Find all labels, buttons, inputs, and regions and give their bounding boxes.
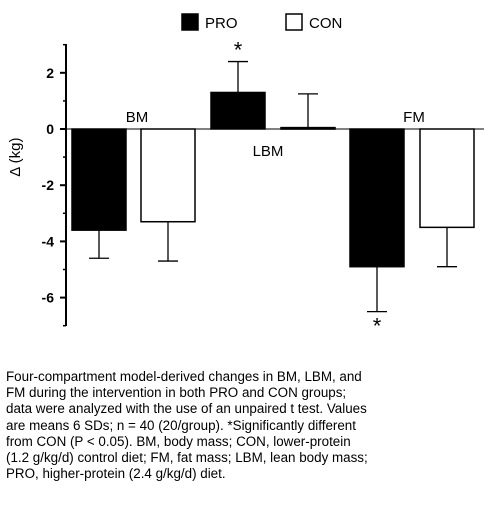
group-label-lbm: LBM [253,143,284,160]
bar-con-fm [419,128,475,229]
bar-pro-lbm [210,91,266,130]
caption-line: (1.2 g/kg/d) control diet; FM, fat mass;… [6,450,368,466]
group-label-bm: BM [126,109,149,126]
caption-line: PRO, higher-protein (2.4 g/kg/d) diet. [6,466,226,482]
caption-line: Four-compartment model-derived changes i… [6,369,362,384]
group-label-fm: FM [403,109,425,126]
y-tick-label: -6 [42,290,55,306]
legend-label-pro: PRO [205,15,238,32]
significance-marker: * [234,38,243,63]
legend-swatch-pro [181,13,199,31]
bar-con-lbm [280,126,336,130]
y-tick-label: -2 [42,177,55,193]
legend: PRO CON [181,13,342,32]
y-tick-label: 0 [46,121,54,137]
caption-line: FM during the intervention in both PRO a… [6,385,347,401]
bar-pro-bm [71,128,127,231]
y-tick-label: 2 [46,65,54,81]
bar-pro-fm [349,128,405,268]
figure-caption: Four-compartment model-derived changes i… [6,369,488,482]
y-axis: 2 0 -2 -4 -6 Δ (kg) [7,43,484,327]
caption-line: from CON (P < 0.05). BM, body mass; CON,… [6,433,351,449]
y-axis-label: Δ (kg) [7,137,24,176]
caption-line: data were analyzed with the use of an un… [6,401,367,417]
significance-marker: * [373,314,382,339]
legend-label-con: CON [309,15,342,32]
group-labels: BM LBM FM [126,109,425,160]
bars: ** [71,38,475,339]
legend-swatch-con [285,13,303,31]
y-tick-label: -4 [42,233,55,249]
bar-con-bm [140,128,196,223]
caption-line: are means 6 SDs; n = 40 (20/group). *Sig… [6,417,356,433]
